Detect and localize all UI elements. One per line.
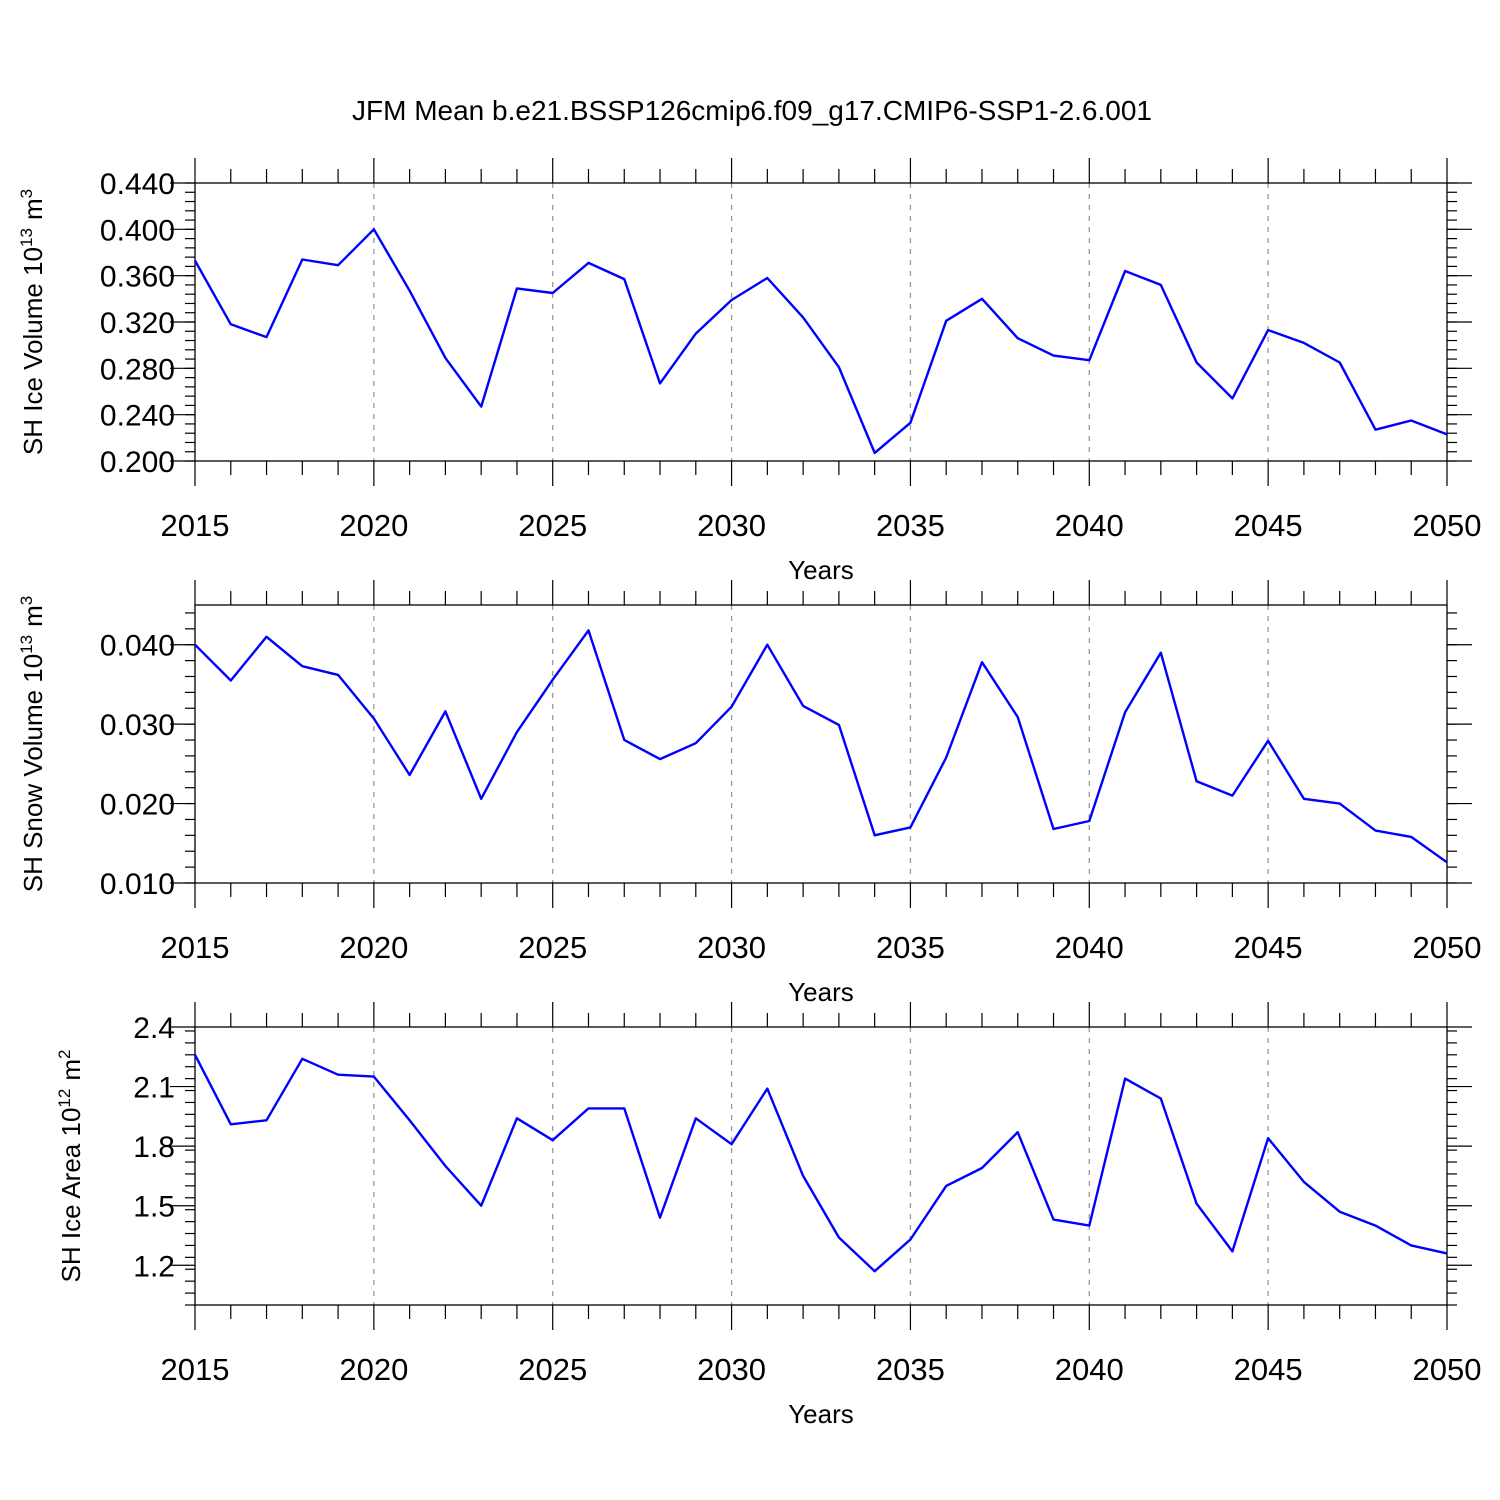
y-tick-label: 2.1	[133, 1072, 175, 1105]
y-axis-label-unit: m	[18, 198, 48, 220]
y-axis-label-text: SH Snow Volume 10	[18, 654, 48, 892]
x-tick-label: 2040	[1055, 508, 1124, 543]
x-tick-label: 2035	[876, 1352, 945, 1387]
y-axis-label-text: SH Ice Area 10	[56, 1108, 86, 1283]
x-tick-label: 2025	[518, 930, 587, 965]
y-axis-label-exponent: 13	[17, 228, 36, 247]
x-tick-label: 2030	[697, 930, 766, 965]
y-tick-label: 0.440	[100, 168, 175, 201]
y-axis-label-exponent: 13	[17, 635, 36, 654]
chart-panel-1: 0.200 0.240 0.280 0.320 0.360 0.400 0.440 2015 2…	[17, 158, 1481, 585]
x-tick-label: 2015	[161, 508, 230, 543]
y-tick-label: 2.4	[133, 1012, 175, 1045]
x-tick-label: 2015	[161, 1352, 230, 1387]
y-tick-label: 0.200	[100, 446, 175, 479]
y-axis-label-text: SH Ice Volume 10	[18, 247, 48, 455]
series-line	[193, 228, 1448, 455]
x-tick-label: 2050	[1413, 1352, 1482, 1387]
y-tick-label: 0.040	[100, 630, 175, 663]
y-tick-label: 0.280	[100, 353, 175, 386]
x-tick-label: 2045	[1234, 930, 1303, 965]
plot-frame	[194, 1026, 1448, 1306]
y-axis-label-unit: m	[56, 1059, 86, 1081]
x-tick-label: 2020	[339, 1352, 408, 1387]
x-tick-label: 2035	[876, 930, 945, 965]
x-tick-label: 2040	[1055, 930, 1124, 965]
y-tick-label: 0.240	[100, 400, 175, 433]
x-tick-label: 2020	[339, 508, 408, 543]
y-axis-label-unit-exponent: 2	[55, 1050, 74, 1059]
x-tick-label: 2030	[697, 508, 766, 543]
series-line	[193, 1054, 1448, 1273]
plot-frame	[194, 604, 1448, 884]
y-axis-label-exponent: 12	[55, 1089, 74, 1108]
y-axis-label: SH Snow Volume 1013 m3	[17, 596, 48, 893]
x-tick-label: 2045	[1234, 1352, 1303, 1387]
x-tick-label: 2050	[1413, 508, 1482, 543]
y-tick-label: 0.010	[100, 868, 175, 901]
y-axis-label-unit-exponent: 3	[17, 189, 36, 198]
x-axis-label: Years	[788, 555, 854, 585]
y-tick-label: 0.360	[100, 261, 175, 294]
x-tick-label: 2015	[161, 930, 230, 965]
chart-panels: 0.200 0.240 0.280 0.320 0.360 0.400 0.440 2015 2…	[17, 158, 1481, 1429]
y-tick-label: 1.8	[133, 1131, 175, 1164]
x-tick-label: 2025	[518, 1352, 587, 1387]
figure-title: JFM Mean b.e21.BSSP126cmip6.f09_g17.CMIP…	[352, 95, 1152, 126]
x-tick-label: 2035	[876, 508, 945, 543]
x-tick-label: 2020	[339, 930, 408, 965]
x-axis-label: Years	[788, 1399, 854, 1429]
y-tick-label: 0.020	[100, 789, 175, 822]
y-axis-label: SH Ice Area 1012 m2	[55, 1050, 86, 1283]
y-tick-label: 1.5	[133, 1191, 175, 1224]
chart-panel-3: 1.2 1.5 1.8 2.1 2.4 2015 2020 2025 2030 2035 2040 2…	[55, 1002, 1481, 1429]
y-axis-label-unit: m	[18, 605, 48, 627]
plot-frame	[194, 182, 1448, 462]
x-tick-label: 2045	[1234, 508, 1303, 543]
chart-panel-2: 0.010 0.020 0.030 0.040 2015 2020 2025 2030 2035…	[17, 580, 1481, 1007]
y-axis-label: SH Ice Volume 1013 m3	[17, 189, 48, 455]
y-tick-label: 0.320	[100, 307, 175, 340]
x-tick-label: 2050	[1413, 930, 1482, 965]
x-tick-label: 2030	[697, 1352, 766, 1387]
y-tick-label: 0.400	[100, 214, 175, 247]
y-tick-label: 1.2	[133, 1250, 175, 1283]
x-tick-label: 2040	[1055, 1352, 1124, 1387]
y-axis-label-unit-exponent: 3	[17, 596, 36, 605]
y-tick-label: 0.030	[100, 709, 175, 742]
x-axis-label: Years	[788, 977, 854, 1007]
x-tick-label: 2025	[518, 508, 587, 543]
series-line	[194, 629, 1448, 864]
